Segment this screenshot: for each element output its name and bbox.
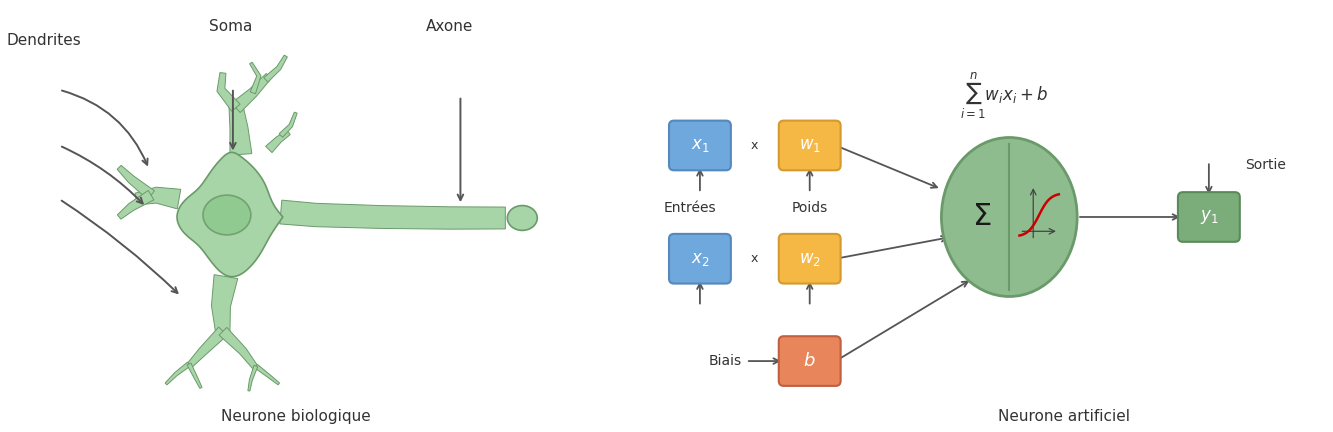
Text: $w_2$: $w_2$ bbox=[798, 250, 821, 268]
Text: $\sum_{i=1}^{n} w_i x_i + b$: $\sum_{i=1}^{n} w_i x_i + b$ bbox=[960, 71, 1048, 121]
Polygon shape bbox=[217, 73, 240, 111]
FancyBboxPatch shape bbox=[669, 121, 730, 170]
Text: Neurone artificiel: Neurone artificiel bbox=[998, 409, 1130, 424]
Text: Poids: Poids bbox=[792, 201, 828, 215]
FancyBboxPatch shape bbox=[1178, 192, 1240, 242]
Polygon shape bbox=[249, 62, 261, 94]
Text: $b$: $b$ bbox=[804, 352, 816, 370]
Polygon shape bbox=[117, 165, 155, 200]
Text: $x_1$: $x_1$ bbox=[690, 137, 709, 155]
FancyBboxPatch shape bbox=[778, 336, 841, 386]
Ellipse shape bbox=[941, 137, 1077, 296]
Ellipse shape bbox=[508, 206, 537, 230]
Polygon shape bbox=[280, 200, 505, 229]
Text: $w_1$: $w_1$ bbox=[798, 137, 821, 155]
Text: $\Sigma$: $\Sigma$ bbox=[973, 203, 992, 232]
Text: $y_1$: $y_1$ bbox=[1200, 208, 1218, 226]
Polygon shape bbox=[248, 365, 257, 391]
Text: Entrées: Entrées bbox=[664, 201, 716, 215]
Text: Soma: Soma bbox=[209, 19, 252, 34]
FancyBboxPatch shape bbox=[669, 234, 730, 283]
Text: Biais: Biais bbox=[709, 354, 742, 368]
Polygon shape bbox=[117, 191, 153, 219]
Text: $x_2$: $x_2$ bbox=[690, 250, 709, 268]
Polygon shape bbox=[229, 105, 252, 155]
Text: Sortie: Sortie bbox=[1245, 158, 1285, 172]
FancyBboxPatch shape bbox=[778, 121, 841, 170]
Polygon shape bbox=[264, 55, 288, 82]
Polygon shape bbox=[187, 327, 227, 368]
Polygon shape bbox=[279, 112, 297, 137]
Polygon shape bbox=[177, 152, 283, 276]
Polygon shape bbox=[219, 327, 259, 370]
Text: Axone: Axone bbox=[425, 19, 473, 34]
Text: Neurone biologique: Neurone biologique bbox=[221, 409, 371, 424]
Text: x: x bbox=[750, 252, 758, 265]
Polygon shape bbox=[255, 364, 280, 385]
Text: x: x bbox=[750, 139, 758, 152]
Polygon shape bbox=[135, 187, 181, 209]
Polygon shape bbox=[265, 130, 291, 152]
Polygon shape bbox=[165, 362, 191, 385]
Polygon shape bbox=[212, 275, 237, 335]
Ellipse shape bbox=[203, 195, 251, 235]
FancyBboxPatch shape bbox=[778, 234, 841, 283]
Polygon shape bbox=[232, 73, 272, 113]
Polygon shape bbox=[187, 363, 203, 388]
Text: Dendrites: Dendrites bbox=[7, 33, 81, 48]
